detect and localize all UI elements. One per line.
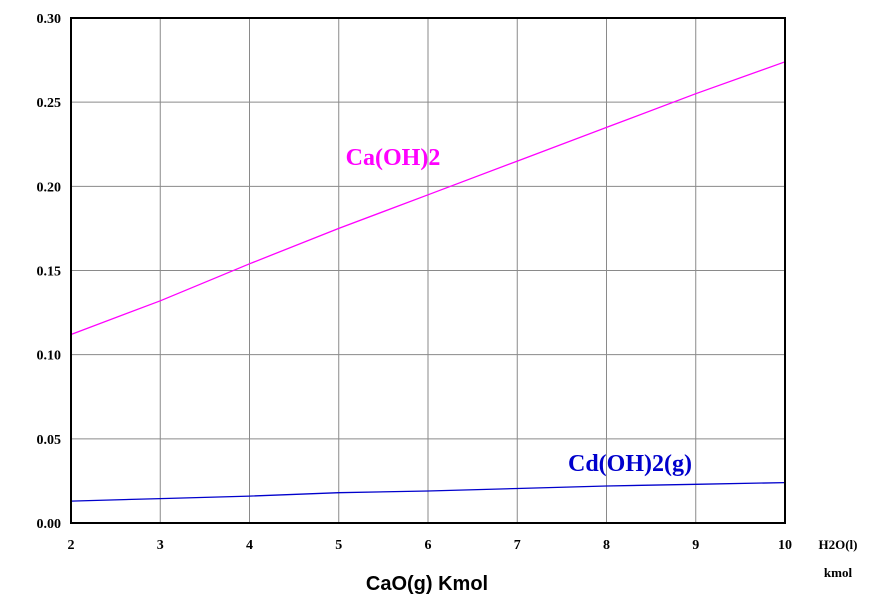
x-tick-label: 5	[335, 538, 342, 553]
series-label-cdoh2g: Cd(OH)2(g)	[568, 451, 692, 477]
x-tick-label: 7	[514, 538, 521, 553]
x-tick-label: 9	[692, 538, 699, 553]
x-tick-label: 4	[246, 538, 253, 553]
x-tick-label: 2	[68, 538, 75, 553]
x-axis-title: CaO(g) Kmol	[366, 573, 488, 595]
y-tick-label: 0.15	[37, 265, 62, 280]
series-label-caoh2: Ca(OH)2	[346, 145, 441, 171]
series-lines	[70, 61, 786, 502]
plot-frame	[70, 17, 786, 524]
x-tick-label: 3	[157, 538, 164, 553]
y-tick-label: 0.20	[37, 180, 62, 195]
side-label-line2: kmol	[824, 565, 853, 580]
x-tick-labels: 2 3 4 5 6 7 8 9 10	[68, 538, 793, 553]
side-label-line1: H2O(l)	[819, 537, 858, 552]
grid	[71, 18, 785, 523]
y-tick-label: 0.00	[37, 517, 62, 532]
y-tick-label: 0.25	[37, 96, 62, 111]
y-tick-labels: 0.00 0.05 0.10 0.15 0.20 0.25 0.30	[37, 12, 62, 532]
y-tick-label: 0.10	[37, 349, 62, 364]
y-tick-label: 0.05	[37, 433, 62, 448]
series-line-0	[70, 61, 786, 336]
x-tick-label: 8	[603, 538, 610, 553]
y-tick-label: 0.30	[37, 12, 62, 27]
series-line-1	[70, 481, 786, 502]
x-tick-label: 10	[778, 538, 792, 553]
x-tick-label: 6	[425, 538, 432, 553]
